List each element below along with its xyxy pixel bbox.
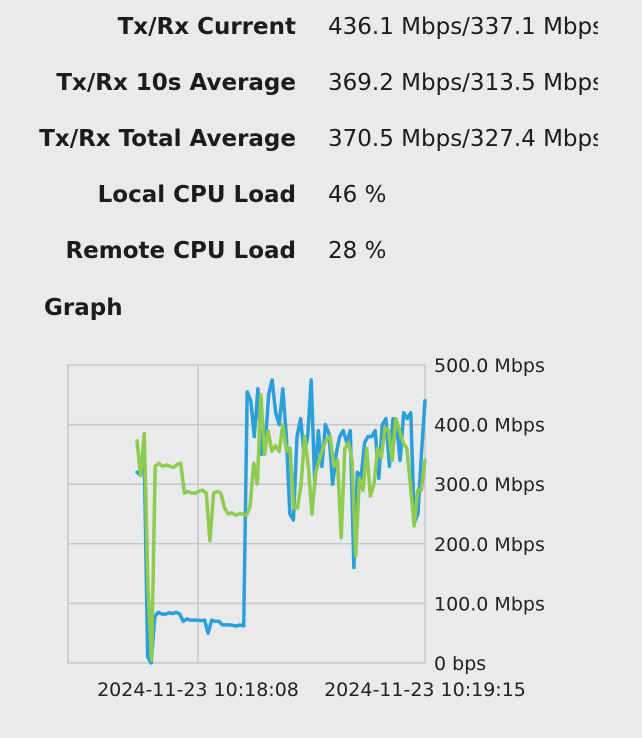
x-tick-label: 2024-11-23 10:18:08 [97,679,299,701]
y-tick-label: 300.0 Mbps [434,474,545,496]
stat-value: 46 % [328,182,387,208]
throughput-chart: 500.0 Mbps 400.0 Mbps 300.0 Mbps 200.0 Mbps… [0,340,642,720]
x-tick-label: 2024-11-23 10:19:15 [324,679,526,701]
x-axis-ticks: 2024-11-23 10:18:08 2024-11-23 10:19:15 [97,679,526,701]
stat-value: 28 % [328,238,387,264]
y-axis-ticks: 500.0 Mbps 400.0 Mbps 300.0 Mbps 200.0 Mbps… [434,355,545,675]
stat-label: Local CPU Load [97,182,296,208]
tx-series-line [135,378,427,665]
stat-row-local-cpu-load: Local CPU Load 46 % [0,175,642,215]
stat-label: Remote CPU Load [65,238,296,264]
y-tick-label: 0 bps [434,653,486,675]
stat-label: Tx/Rx Total Average [39,126,296,152]
stat-value: 369.2 Mbps/313.5 Mbps [328,70,598,96]
stat-row-remote-cpu-load: Remote CPU Load 28 % [0,231,642,271]
y-tick-label: 400.0 Mbps [434,415,545,437]
throughput-chart-svg: 500.0 Mbps 400.0 Mbps 300.0 Mbps 200.0 Mbps… [67,355,545,701]
rx-series-line [135,393,427,662]
stat-value: 370.5 Mbps/327.4 Mbps [328,126,598,152]
stat-row-tx-rx-10s-average: Tx/Rx 10s Average 369.2 Mbps/313.5 Mbps [0,63,642,103]
y-tick-label: 200.0 Mbps [434,534,545,556]
chart-series [135,378,427,665]
y-tick-label: 100.0 Mbps [434,593,545,615]
stat-row-tx-rx-current: Tx/Rx Current 436.1 Mbps/337.1 Mbps [0,7,642,47]
stat-label: Tx/Rx 10s Average [56,70,296,96]
graph-heading: Graph [44,295,123,321]
stat-label: Tx/Rx Current [117,14,296,40]
stat-row-tx-rx-total-average: Tx/Rx Total Average 370.5 Mbps/327.4 Mbp… [0,119,642,159]
y-tick-label: 500.0 Mbps [434,355,545,377]
stat-value: 436.1 Mbps/337.1 Mbps [328,14,598,40]
